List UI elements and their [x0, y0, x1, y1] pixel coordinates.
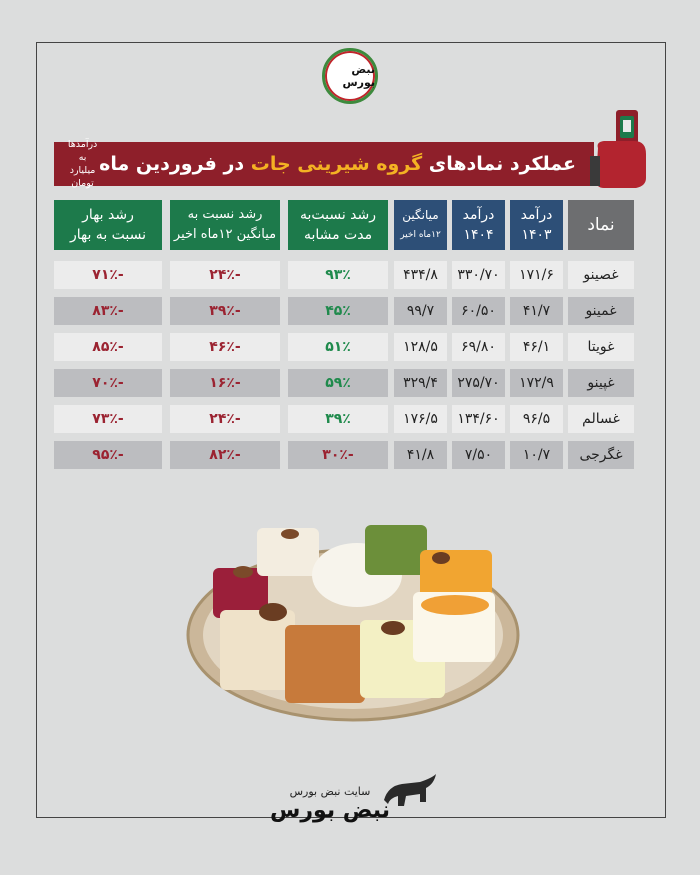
header-growth-avg-label: رشد نسبت به — [187, 207, 263, 222]
header-growth-same: رشد نسبت‌به مدت مشابه — [288, 200, 388, 250]
table-cell-growth-avg: -۲۴٪ — [170, 261, 280, 289]
header-growth-same-sub: مدت مشابه — [303, 227, 373, 243]
footer-site-label: سایت نبض بورس — [289, 785, 371, 798]
unit-note-line1: درآمدها به — [67, 139, 98, 163]
table-cell-avg12: ۳۲۹/۴ — [394, 369, 447, 397]
brand-logo: نبض بورس — [322, 48, 378, 104]
table-cell-symbol: غسالم — [568, 405, 634, 433]
title-prefix: عملکرد نمادهای — [422, 153, 576, 175]
table-cell-rev1403: ۱۰/۷ — [510, 441, 563, 469]
table-cell-rev1404: ۲۷۵/۷۰ — [452, 369, 505, 397]
table-cell-growth-spring: -۷۰٪ — [54, 369, 162, 397]
table-cell-growth-spring: -۸۳٪ — [54, 297, 162, 325]
table-cell-growth-same: ۵۹٪ — [288, 369, 388, 397]
header-avg12: میانگین ۱۲ماه اخیر — [394, 200, 447, 250]
table-cell-symbol: غگرجی — [568, 441, 634, 469]
title-suffix: در فروردین ماه — [99, 153, 251, 175]
page-title: عملکرد نمادهای گروه شیرینی جات در فروردی… — [99, 153, 576, 175]
table-cell-growth-same: ۹۳٪ — [288, 261, 388, 289]
header-growth-avg: رشد نسبت به میانگین ۱۲ماه اخیر — [170, 200, 280, 250]
table-cell-symbol: غمینو — [568, 297, 634, 325]
title-banner: عملکرد نمادهای گروه شیرینی جات در فروردی… — [54, 139, 594, 189]
table-cell-growth-avg: -۳۹٪ — [170, 297, 280, 325]
title-highlight: گروه شیرینی جات — [250, 153, 423, 175]
header-growth-avg-sub: میانگین ۱۲ماه اخیر — [173, 227, 277, 242]
table-cell-growth-same: ۳۹٪ — [288, 405, 388, 433]
header-rev1404: درآمد ۱۴۰۴ — [452, 200, 505, 250]
header-rev1404-label: درآمد — [462, 207, 495, 223]
table-cell-rev1404: ۶۰/۵۰ — [452, 297, 505, 325]
table-cell-growth-avg: -۴۶٪ — [170, 333, 280, 361]
table-cell-symbol: غصینو — [568, 261, 634, 289]
sweets-plate-image — [186, 525, 520, 722]
table-cell-symbol: غویتا — [568, 333, 634, 361]
table-cell-avg12: ۴۳۴/۸ — [394, 261, 447, 289]
header-symbol-label: نماد — [587, 215, 615, 235]
header-rev1403-label: درآمد — [520, 207, 553, 223]
table-cell-growth-same: ۴۵٪ — [288, 297, 388, 325]
footer-logo-text: نبض بورس — [270, 798, 390, 823]
table-cell-rev1403: ۹۶/۵ — [510, 405, 563, 433]
header-rev1403-year: ۱۴۰۳ — [521, 227, 552, 243]
header-growth-spring-label: رشد بهار — [82, 207, 134, 223]
table-cell-rev1404: ۷/۵۰ — [452, 441, 505, 469]
table-cell-avg12: ۹۹/۷ — [394, 297, 447, 325]
table-cell-growth-avg: -۲۴٪ — [170, 405, 280, 433]
table-cell-avg12: ۱۲۸/۵ — [394, 333, 447, 361]
table-cell-rev1403: ۱۷۲/۹ — [510, 369, 563, 397]
table-cell-avg12: ۴۱/۸ — [394, 441, 447, 469]
table-cell-rev1404: ۶۹/۸۰ — [452, 333, 505, 361]
table-cell-growth-spring: -۸۵٪ — [54, 333, 162, 361]
brand-logo-text: نبض بورس — [342, 63, 375, 89]
table-cell-rev1403: ۴۶/۱ — [510, 333, 563, 361]
header-avg12-label: میانگین — [402, 208, 439, 222]
table-cell-growth-same: -۳۰٪ — [288, 441, 388, 469]
page-frame — [36, 42, 666, 818]
table-cell-growth-avg: -۸۲٪ — [170, 441, 280, 469]
header-growth-same-label: رشد نسبت‌به — [299, 207, 377, 223]
table-cell-growth-spring: -۹۵٪ — [54, 441, 162, 469]
unit-note: درآمدها به میلیارد تومان — [66, 138, 99, 190]
bull-icon — [384, 774, 436, 806]
table-cell-growth-same: ۵۱٪ — [288, 333, 388, 361]
header-rev1403: درآمد ۱۴۰۳ — [510, 200, 563, 250]
header-symbol: نماد — [568, 200, 634, 250]
table-cell-rev1404: ۱۳۴/۶۰ — [452, 405, 505, 433]
table-cell-avg12: ۱۷۶/۵ — [394, 405, 447, 433]
table-cell-rev1403: ۱۷۱/۶ — [510, 261, 563, 289]
header-rev1404-year: ۱۴۰۴ — [463, 227, 494, 243]
table-cell-rev1403: ۴۱/۷ — [510, 297, 563, 325]
header-growth-spring: رشد بهار نسبت به بهار — [54, 200, 162, 250]
table-cell-rev1404: ۳۳۰/۷۰ — [452, 261, 505, 289]
table-cell-symbol: غپینو — [568, 369, 634, 397]
table-cell-growth-avg: -۱۶٪ — [170, 369, 280, 397]
table-cell-growth-spring: -۷۳٪ — [54, 405, 162, 433]
header-growth-spring-sub: نسبت به بهار — [69, 227, 147, 243]
table-cell-growth-spring: -۷۱٪ — [54, 261, 162, 289]
unit-note-line2: میلیارد تومان — [69, 165, 96, 189]
hand-holding-flag-icon — [590, 110, 646, 188]
header-avg12-sub: ۱۲ماه اخیر — [400, 230, 441, 240]
